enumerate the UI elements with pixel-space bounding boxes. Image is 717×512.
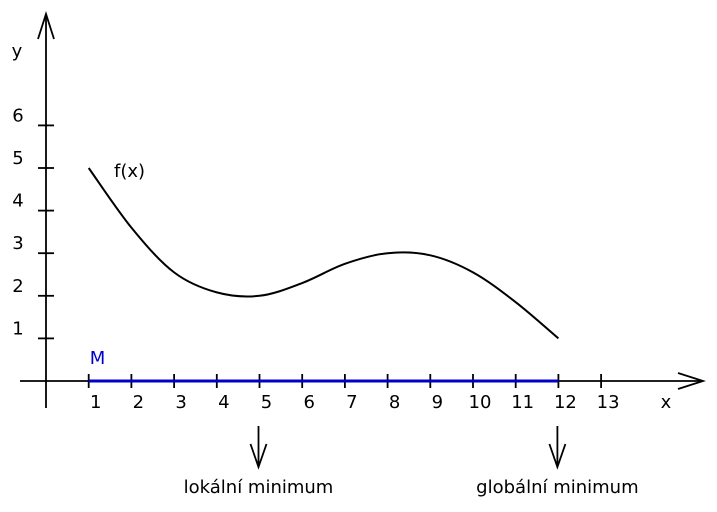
y-ticks: 1 2 3 4 5 6 [12, 105, 54, 339]
x-axis-label: x [661, 392, 672, 413]
annotation-arrowhead [548, 443, 567, 470]
series-label-f: f(x) [114, 161, 145, 182]
y-tick-label: 3 [12, 233, 23, 254]
x-tick-label: 7 [346, 392, 357, 413]
x-tick-label: 8 [389, 392, 400, 413]
y-tick-label: 6 [12, 105, 23, 126]
y-tick-label: 5 [12, 148, 23, 169]
y-tick-label: 4 [12, 191, 23, 212]
y-tick-label: 1 [12, 318, 23, 339]
x-tick-label: 4 [218, 392, 229, 413]
x-tick-label: 1 [90, 392, 101, 413]
series-line-f [87, 167, 560, 340]
x-tick-label: 13 [597, 392, 620, 413]
x-tick-label: 2 [133, 392, 144, 413]
x-tick-label: 12 [554, 392, 577, 413]
x-tick-label: 11 [511, 392, 534, 413]
x-tick-label: 9 [432, 392, 443, 413]
x-tick-label: 10 [469, 392, 492, 413]
x-axis-arrowhead [677, 372, 706, 390]
x-tick-label: 3 [175, 392, 186, 413]
x-tick-label: 6 [303, 392, 314, 413]
annotation-label: globální minimum [476, 477, 638, 498]
y-axis-arrowhead [37, 11, 55, 40]
x-tick-label: 5 [261, 392, 272, 413]
y-axis-label: y [12, 41, 23, 62]
y-tick-label: 2 [12, 276, 23, 297]
annotation-label: lokální minimum [184, 477, 334, 498]
annotations: lokální minimum globální minimum [184, 426, 639, 498]
interval-m-label: M [90, 348, 106, 369]
annotation-arrowhead [249, 443, 268, 470]
